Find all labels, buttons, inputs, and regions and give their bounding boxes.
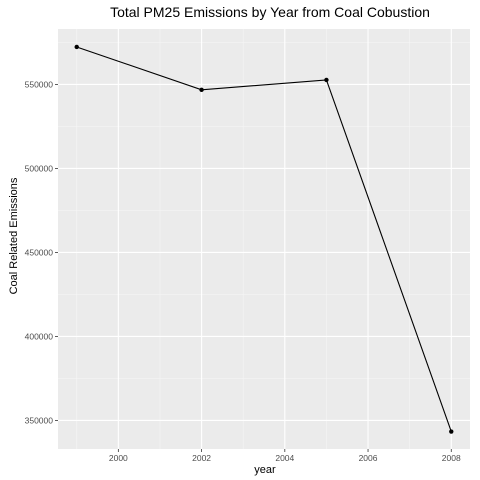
y-tick-label: 350000	[25, 415, 54, 425]
series-group	[74, 44, 454, 434]
plot-panel	[58, 29, 470, 449]
data-point	[199, 87, 204, 93]
data-point	[324, 77, 329, 83]
y-axis-title: Coal Related Emissions	[8, 177, 20, 294]
major-grid	[58, 29, 470, 449]
data-point	[74, 44, 79, 50]
x-tick-label: 2006	[359, 453, 378, 463]
y-tick-label: 400000	[25, 331, 54, 341]
x-axis-title: year	[254, 464, 276, 476]
y-tick-label: 500000	[25, 163, 54, 173]
data-point	[449, 429, 454, 434]
x-tick-label: 2008	[442, 453, 461, 463]
y-tick-label: 450000	[25, 247, 54, 257]
series-line	[76, 46, 452, 432]
x-tick-label: 2000	[109, 453, 128, 463]
chart-title: Total PM25 Emissions by Year from Coal C…	[110, 4, 430, 20]
minor-grid	[58, 29, 470, 449]
y-axis-ticks: 350000 400000 450000 500000 550000	[25, 79, 58, 425]
x-tick-label: 2004	[275, 453, 294, 463]
x-axis-ticks: 2000 2002 2004 2006 2008	[109, 449, 461, 463]
y-tick-label: 550000	[25, 79, 54, 89]
x-tick-label: 2002	[192, 453, 211, 463]
